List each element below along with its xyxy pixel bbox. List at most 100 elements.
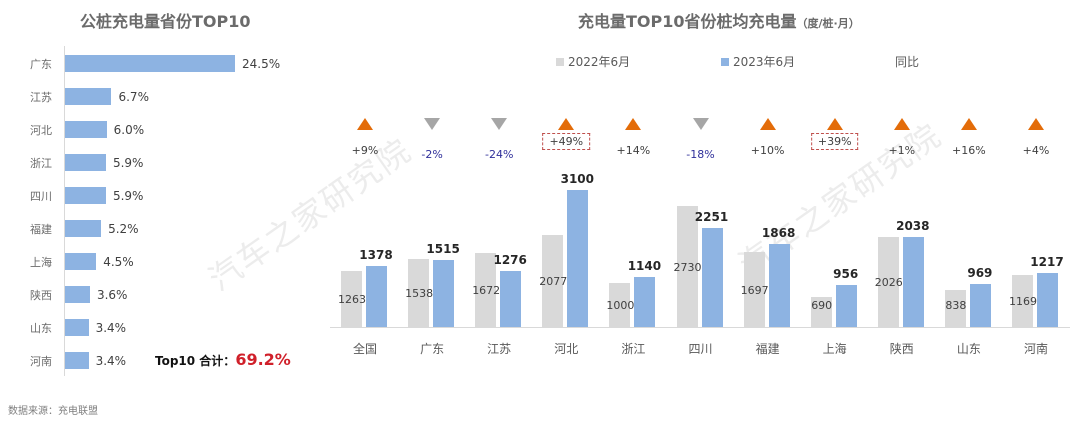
top10-total-label: Top10 合计： — [155, 354, 236, 368]
bar-2023 — [835, 284, 857, 327]
legend-2023: 2023年6月 — [721, 53, 795, 70]
right-chart-title-text: 充电量TOP10省份桩均充电量 — [578, 12, 797, 31]
category-label: 陕西 — [889, 342, 914, 356]
legend-swatch-2023 — [721, 57, 729, 66]
bar-2023 — [500, 270, 522, 327]
hbar-category-label: 河南 — [30, 354, 52, 368]
triangle-up-icon — [960, 118, 977, 130]
triangle-up-icon — [625, 118, 642, 130]
hbar-value-label: 24.5% — [242, 56, 281, 71]
hbar-category-label: 浙江 — [30, 156, 52, 170]
hbar — [65, 121, 107, 138]
yoy-label: +1% — [888, 144, 916, 157]
hbar-category-label: 上海 — [30, 255, 52, 269]
bar-2022 — [408, 259, 430, 327]
triangle-up-icon — [759, 118, 776, 130]
bar-2023 — [366, 266, 387, 327]
category-label: 全国 — [352, 342, 378, 356]
yoy-label-highlighted: +39% — [810, 133, 859, 150]
right-chart-baseline — [330, 327, 1070, 328]
triangle-down-icon — [692, 118, 709, 130]
left-chart-axis — [64, 46, 65, 376]
bar-2023 — [701, 227, 723, 327]
category-label: 江苏 — [487, 342, 512, 356]
bar-2022-value-label: 1000 — [606, 298, 635, 312]
bar-2022-value-label: 690 — [811, 299, 833, 312]
category-label: 浙江 — [621, 342, 646, 356]
yoy-label: +16% — [952, 144, 986, 157]
bar-2022 — [341, 271, 362, 327]
hbar-row: 江苏 6.7% — [0, 80, 149, 113]
category-label: 四川 — [688, 342, 713, 356]
legend-label-2023: 2023年6月 — [733, 55, 796, 69]
yoy-label: +9% — [351, 144, 379, 157]
hbar — [65, 55, 235, 72]
triangle-up-icon — [357, 118, 373, 130]
yoy-label: +14% — [616, 144, 651, 157]
yoy-label-highlighted: +49% — [542, 133, 591, 150]
hbar-row: 河南 3.4% — [0, 344, 126, 377]
bar-2022 — [542, 235, 564, 327]
hbar — [65, 88, 112, 105]
hbar — [65, 352, 89, 369]
yoy-label: -18% — [686, 148, 715, 161]
hbar — [65, 253, 97, 270]
bar-2022-value-label: 1263 — [338, 293, 366, 307]
bar-2023-value-label: 1868 — [761, 226, 796, 241]
hbar-value-label: 3.4% — [95, 353, 127, 368]
triangle-down-icon — [424, 118, 441, 130]
bar-2023 — [567, 190, 589, 327]
legend-2022: 2022年6月 — [556, 53, 630, 70]
hbar-value-label: 6.0% — [113, 122, 145, 137]
hbar-row: 河北 6.0% — [0, 113, 144, 146]
top10-total: Top10 合计：69.2% — [155, 350, 291, 369]
bar-2022-value-label: 1538 — [405, 287, 434, 300]
yoy-label: +10% — [750, 144, 785, 157]
bar-2023-value-label: 2251 — [694, 209, 729, 224]
bar-2023 — [433, 260, 455, 327]
hbar-category-label: 福建 — [30, 222, 52, 236]
yoy-label: -24% — [484, 148, 514, 161]
hbar-value-label: 3.4% — [95, 320, 127, 335]
hbar-category-label: 四川 — [30, 189, 52, 203]
yoy-label: +4% — [1022, 144, 1050, 157]
bar-2023-value-label: 2038 — [896, 218, 930, 233]
data-source: 数据来源：充电联盟 — [8, 406, 98, 417]
bar-2022 — [877, 237, 899, 327]
right-chart-title: 充电量TOP10省份桩均充电量（度/桩·月） — [578, 8, 860, 32]
bar-2023-value-label: 969 — [967, 266, 993, 281]
hbar — [65, 154, 106, 171]
hbar-category-label: 山东 — [30, 321, 52, 335]
hbar-row: 浙江 5.9% — [0, 146, 143, 179]
bar-2022-value-label: 2730 — [673, 260, 702, 274]
hbar — [65, 220, 102, 237]
bar-2023-value-label: 1140 — [627, 258, 662, 273]
hbar-value-label: 6.7% — [118, 89, 149, 104]
hbar-category-label: 河北 — [30, 123, 52, 137]
triangle-up-icon — [826, 118, 843, 130]
bar-2022 — [944, 289, 966, 327]
triangle-down-icon — [491, 118, 508, 130]
bar-2022 — [475, 253, 497, 327]
triangle-up-icon — [558, 118, 575, 130]
bar-2023 — [1037, 273, 1058, 327]
bar-2023-value-label: 1378 — [359, 248, 393, 263]
bar-2022 — [676, 206, 698, 327]
bar-2023-value-label: 3100 — [560, 172, 594, 186]
hbar-row: 上海 4.5% — [0, 245, 134, 278]
category-label: 广东 — [420, 342, 445, 356]
hbar-category-label: 江苏 — [30, 90, 52, 104]
bar-2023 — [969, 284, 991, 327]
hbar — [65, 286, 90, 303]
category-label: 山东 — [956, 342, 981, 356]
category-label: 福建 — [755, 342, 780, 356]
bar-2022-value-label: 2077 — [539, 275, 568, 289]
bar-2023-value-label: 1276 — [493, 252, 527, 267]
bar-2023-value-label: 1515 — [426, 242, 460, 257]
bar-2022 — [743, 252, 765, 327]
hbar-category-label: 广东 — [30, 57, 52, 71]
bar-2022-value-label: 838 — [945, 299, 967, 312]
hbar-value-label: 5.9% — [112, 188, 144, 203]
bar-2022 — [810, 296, 832, 327]
hbar-row: 福建 5.2% — [0, 212, 139, 245]
